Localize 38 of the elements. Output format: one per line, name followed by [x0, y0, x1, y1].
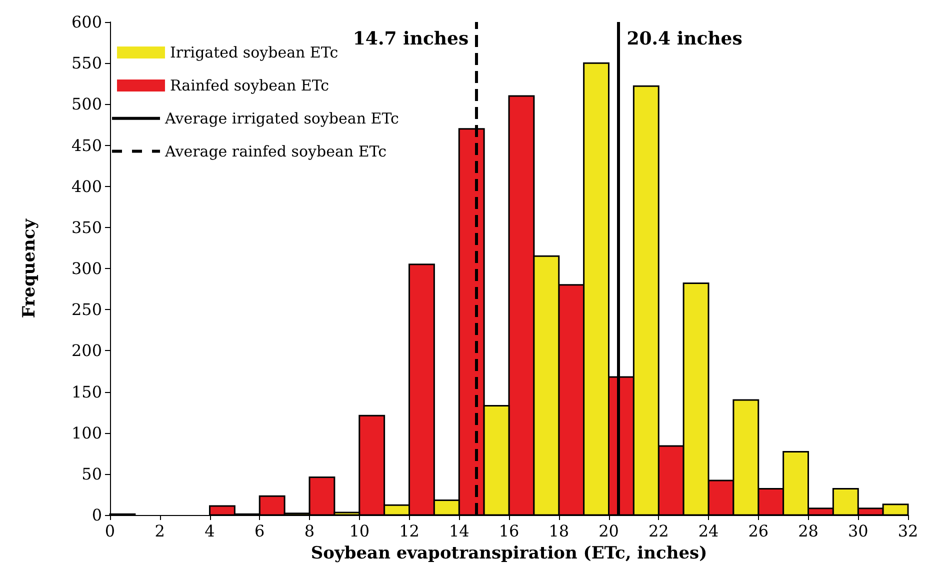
y-tick-label: 500: [71, 94, 102, 114]
x-tick-label: 22: [648, 522, 669, 540]
y-tick-label: 200: [71, 341, 102, 360]
x-tick-label: 18: [548, 522, 570, 540]
x-tick-label: 12: [399, 522, 420, 540]
annotation: Average irrigated soybean ETc: [164, 109, 399, 128]
x-tick-label: 32: [898, 522, 918, 540]
ref-line-label: 14.7 inches: [352, 28, 469, 50]
y-tick-label: 250: [71, 300, 102, 320]
x-tick-label: 10: [349, 522, 370, 540]
x-tick-label: 26: [748, 522, 769, 540]
ref-line-label: 20.4 inches: [626, 28, 742, 50]
y-tick-label: 400: [71, 176, 102, 196]
y-tick-label: 600: [71, 12, 102, 32]
x-tick-label: 20: [598, 522, 619, 540]
y-tick-label: 450: [71, 136, 102, 155]
legend-label: Irrigated soybean ETc: [170, 44, 338, 62]
x-tick-label: 28: [798, 522, 818, 540]
y-tick-label: 50: [82, 464, 102, 484]
x-tick-label: 14: [448, 522, 470, 540]
y-axis-title: Frequency: [20, 218, 40, 318]
x-tick-label: 16: [498, 522, 520, 540]
legend-label: Rainfed soybean ETc: [170, 76, 330, 94]
y-tick-label: 350: [71, 218, 102, 237]
y-tick-label: 0: [92, 506, 102, 524]
x-axis-title: Soybean evapotranspiration (ETc, inches): [310, 544, 708, 564]
y-tick-label: 100: [71, 423, 102, 442]
x-tick-label: 4: [204, 522, 215, 540]
x-tick-label: 6: [254, 522, 265, 540]
x-tick-label: 24: [698, 522, 719, 540]
x-tick-label: 8: [304, 522, 315, 540]
x-tick-label: 30: [848, 522, 868, 540]
x-tick-label: 2: [154, 522, 165, 540]
annotation: Average rainfed soybean ETc: [164, 142, 387, 160]
y-tick-label: 550: [71, 54, 102, 73]
x-tick-label: 0: [104, 522, 116, 540]
y-tick-label: 150: [71, 382, 102, 402]
y-tick-label: 300: [71, 259, 102, 278]
